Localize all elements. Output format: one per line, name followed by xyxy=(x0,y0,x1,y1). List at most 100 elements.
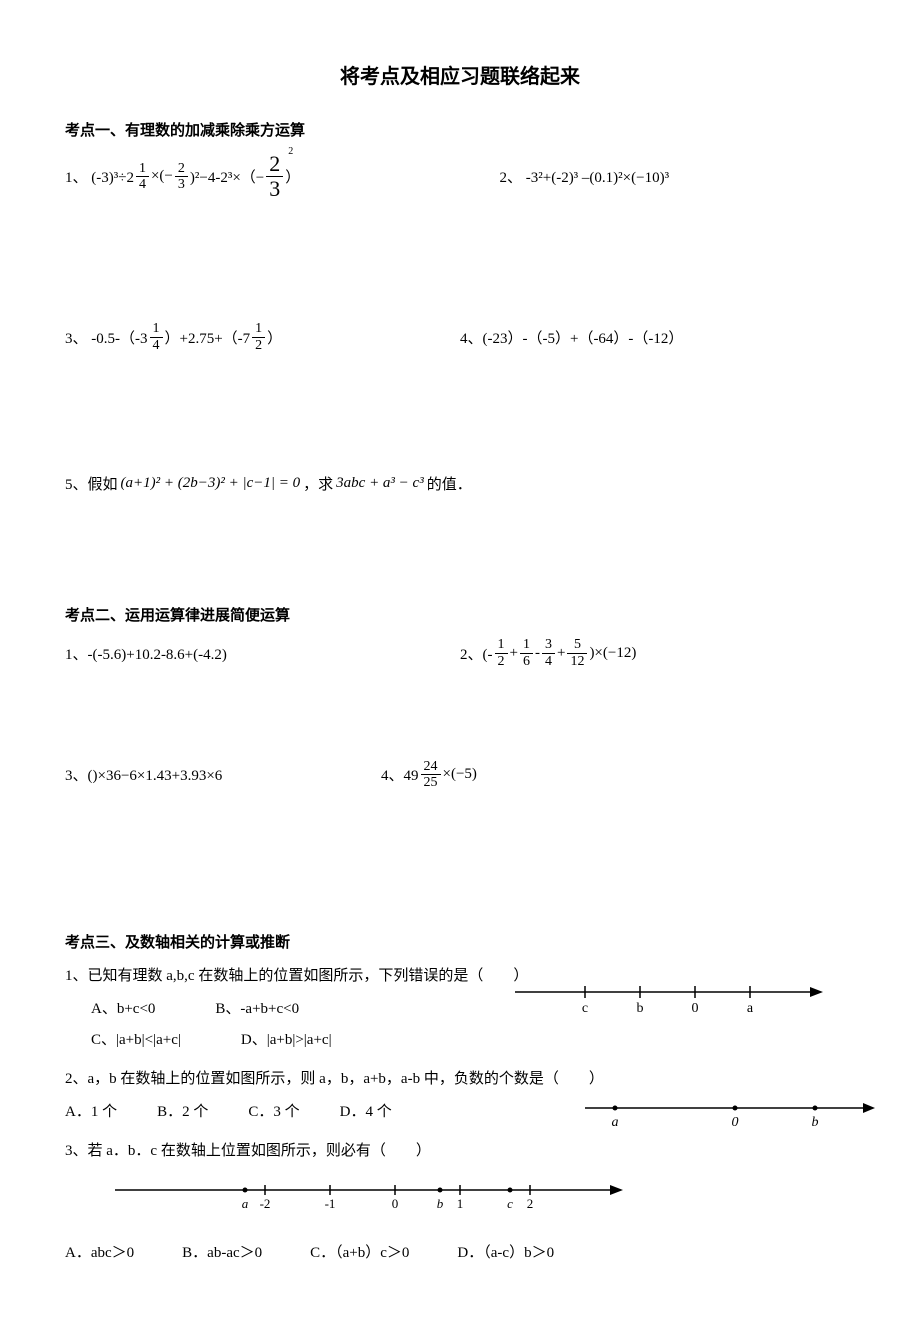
option-d: D．（a-c）b＞0 xyxy=(457,1241,554,1262)
svg-text:a: a xyxy=(747,1001,754,1016)
svg-text:c: c xyxy=(507,1196,513,1211)
fraction: 12 xyxy=(252,321,265,353)
num: 2 xyxy=(266,152,283,177)
section3-head: 考点三、及数轴相关的计算或推断 xyxy=(65,931,855,952)
text: ×(−5) xyxy=(443,766,477,783)
svg-text:a: a xyxy=(242,1196,249,1211)
math-expr: 3abc + a³ − c³ xyxy=(336,475,424,492)
num: 2 xyxy=(175,161,188,177)
den: 2 xyxy=(495,654,508,669)
den: 25 xyxy=(421,775,441,790)
option-b: B．2 个 xyxy=(157,1100,208,1121)
fraction: 512 xyxy=(567,637,587,669)
section1-head: 考点一、有理数的加减乘除乘方运算 xyxy=(65,119,855,140)
text: 3、 -0.5-（-3 xyxy=(65,327,148,348)
s3-q1-opts-row2: C、|a+b|<|a+c| D、|a+b|>|a+c| xyxy=(91,1028,855,1049)
fraction-big: 23 xyxy=(266,152,283,201)
svg-text:c: c xyxy=(582,1001,588,1016)
text: - xyxy=(535,645,540,662)
num: 24 xyxy=(421,759,441,775)
fraction: 23 xyxy=(175,161,188,193)
s2-q1: 1、-(-5.6)+10.2-8.6+(-4.2) xyxy=(65,643,460,664)
fraction: 14 xyxy=(136,161,149,193)
option-c: C、|a+b|<|a+c| xyxy=(91,1028,181,1049)
option-a: A、b+c<0 xyxy=(91,997,155,1018)
number-line-2: a 0 b xyxy=(585,1098,875,1132)
s2-q4: 4、49 2425 ×(−5) xyxy=(381,759,477,791)
option-d: D．4 个 xyxy=(340,1100,392,1121)
num: 1 xyxy=(252,321,265,337)
option-a: A．abc＞0 xyxy=(65,1241,134,1262)
option-c: C．3 个 xyxy=(248,1100,299,1121)
text: )²−4-2³×（− xyxy=(190,166,264,187)
fraction: 14 xyxy=(150,321,163,353)
s1-q4: 4、(-23）-（-5）+（-64）-（-12） xyxy=(460,327,683,348)
text: + xyxy=(510,645,518,662)
svg-text:1: 1 xyxy=(457,1196,464,1211)
s3-q2: 2、a，b 在数轴上的位置如图所示，则 a，b，a+b，a-b 中，负数的个数是… xyxy=(65,1067,855,1088)
num: 1 xyxy=(495,637,508,653)
text: ，求 xyxy=(303,473,333,494)
text: 2、(- xyxy=(460,643,493,664)
svg-text:b: b xyxy=(637,1001,644,1016)
text: ） xyxy=(285,166,300,187)
text: ） xyxy=(267,327,282,348)
svg-text:-1: -1 xyxy=(325,1196,336,1211)
text: ×(− xyxy=(151,168,173,185)
s1-row2: 3、 -0.5-（-3 14 ）+2.75+（-7 12 ） 4、(-23）-（… xyxy=(65,321,855,353)
svg-text:0: 0 xyxy=(392,1196,399,1211)
svg-text:a: a xyxy=(612,1115,619,1130)
den: 3 xyxy=(175,177,188,192)
number-line-3: a -2 -1 0 b1 c2 xyxy=(105,1178,625,1218)
s1-q2: 2、 -3²+(-2)³ –(0.1)²×(−10)³ xyxy=(500,166,670,187)
math-expr: (a+1)² + (2b−3)² + |c−1| = 0 xyxy=(121,475,301,492)
svg-text:b: b xyxy=(437,1196,444,1211)
s2-q3: 3、()×36−6×1.43+3.93×6 xyxy=(65,764,381,785)
num: 1 xyxy=(150,321,163,337)
text: 1、 (-3)³÷2 xyxy=(65,166,134,187)
svg-text:0: 0 xyxy=(732,1115,739,1130)
den: 4 xyxy=(542,654,555,669)
den: 2 xyxy=(252,338,265,353)
text: 的值． xyxy=(427,473,472,494)
section2-head: 考点二、运用运算律进展简便运算 xyxy=(65,604,855,625)
num: 1 xyxy=(520,637,533,653)
text: ）+2.75+（-7 xyxy=(165,327,251,348)
den: 4 xyxy=(150,338,163,353)
s1-q1: 1、 (-3)³÷2 14 ×(− 23 )²−4-2³×（− 23 2 ） xyxy=(65,152,500,201)
page-title: 将考点及相应习题联络起来 xyxy=(65,60,855,89)
svg-text:-2: -2 xyxy=(260,1196,271,1211)
num: 5 xyxy=(567,637,587,653)
option-b: B．ab-ac＞0 xyxy=(182,1241,262,1262)
den: 12 xyxy=(567,654,587,669)
num: 3 xyxy=(542,637,555,653)
svg-text:0: 0 xyxy=(692,1001,699,1016)
s1-q5: 5、假如 (a+1)² + (2b−3)² + |c−1| = 0 ，求 3ab… xyxy=(65,473,855,494)
fraction: 16 xyxy=(520,637,533,669)
s1-row1: 1、 (-3)³÷2 14 ×(− 23 )²−4-2³×（− 23 2 ） 2… xyxy=(65,152,855,201)
s1-q3: 3、 -0.5-（-3 14 ）+2.75+（-7 12 ） xyxy=(65,321,460,353)
fraction: 34 xyxy=(542,637,555,669)
option-d: D、|a+b|>|a+c| xyxy=(241,1028,332,1049)
option-b: B、-a+b+c<0 xyxy=(215,997,299,1018)
den: 6 xyxy=(520,654,533,669)
s3-q3-opts: A．abc＞0 B．ab-ac＞0 C．（a+b）c＞0 D．（a-c）b＞0 xyxy=(65,1241,855,1262)
fraction: 12 xyxy=(495,637,508,669)
s2-row2: 3、()×36−6×1.43+3.93×6 4、49 2425 ×(−5) xyxy=(65,759,855,791)
den: 4 xyxy=(136,177,149,192)
s2-q2: 2、(- 12 + 16 - 34 + 512 )×(−12) xyxy=(460,637,636,669)
option-c: C．（a+b）c＞0 xyxy=(310,1241,409,1262)
text: + xyxy=(557,645,565,662)
option-a: A．1 个 xyxy=(65,1100,117,1121)
svg-text:b: b xyxy=(812,1115,819,1130)
exponent: 2 xyxy=(288,146,293,157)
svg-text:2: 2 xyxy=(527,1196,534,1211)
text: 5、假如 xyxy=(65,473,118,494)
text: 4、49 xyxy=(381,764,419,785)
den: 3 xyxy=(266,177,283,201)
num: 1 xyxy=(136,161,149,177)
text: )×(−12) xyxy=(589,645,636,662)
number-line-1: c b 0 a xyxy=(515,980,825,1016)
fraction: 2425 xyxy=(421,759,441,791)
s2-row1: 1、-(-5.6)+10.2-8.6+(-4.2) 2、(- 12 + 16 -… xyxy=(65,637,855,669)
